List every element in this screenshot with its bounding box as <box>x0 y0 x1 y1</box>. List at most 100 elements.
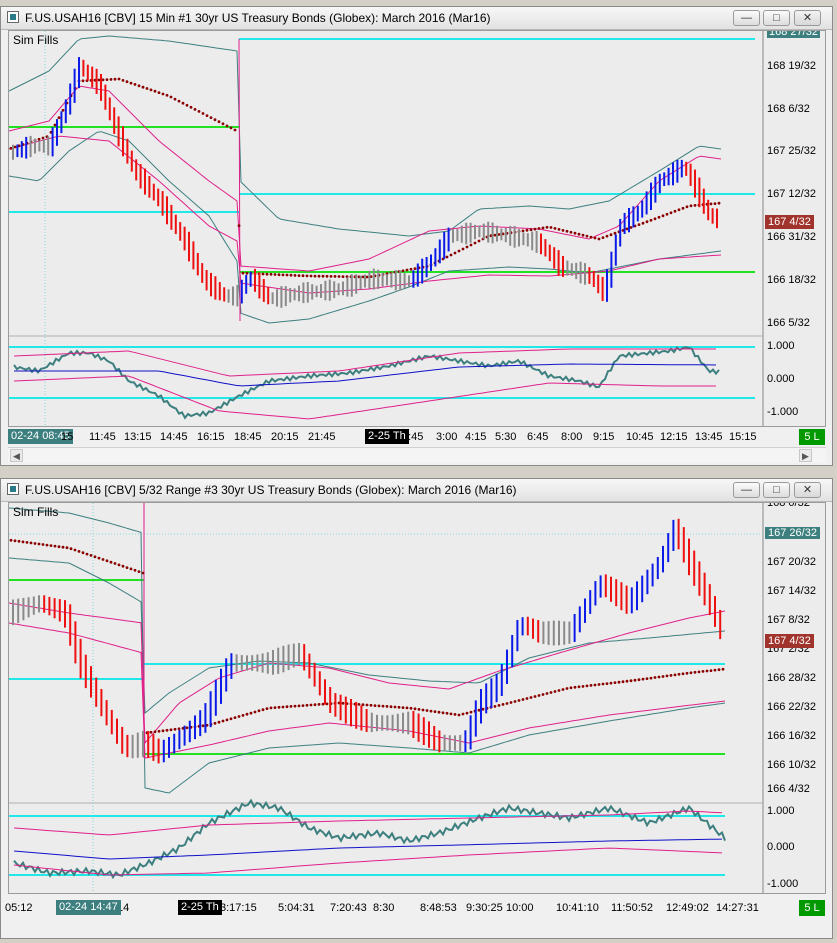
bottom-minimize-button[interactable]: — <box>733 482 760 498</box>
vwap-dot <box>461 712 465 716</box>
vwap-dot <box>73 548 77 552</box>
close-icon: ✕ <box>802 12 813 24</box>
bottom-chart-canvas <box>9 503 764 893</box>
time-axis-label: 8:48:53 <box>420 902 457 914</box>
vwap-dot <box>717 668 721 672</box>
vwap-dot <box>549 226 553 229</box>
vwap-dot <box>293 274 297 277</box>
highlight-price-tag: 167 26/32 <box>765 527 820 539</box>
right-arrow-icon[interactable]: ▶ <box>799 449 812 462</box>
vwap-dot <box>289 273 293 277</box>
vwap-dot <box>561 688 565 691</box>
price-label-clipped: 168 0/32 <box>767 502 810 509</box>
vwap-dot <box>625 679 629 683</box>
left-arrow-icon[interactable]: ◀ <box>10 449 23 462</box>
vwap-dot <box>369 703 373 707</box>
vwap-dot <box>233 716 237 719</box>
bottom-title-bar[interactable]: F.US.USAH16 [CBV] 5/32 Range #3 30yr US … <box>1 479 832 502</box>
top-maximize-button[interactable]: □ <box>763 10 790 26</box>
vwap-dot <box>645 677 649 680</box>
vwap-dot <box>137 84 141 88</box>
time-axis-label: 20:15 <box>271 431 299 443</box>
vwap-dot <box>101 78 105 82</box>
bars-count-button[interactable]: 5 L <box>799 429 825 445</box>
vwap-dot <box>41 543 45 546</box>
vwap-dot <box>685 671 689 675</box>
vwap-dot <box>529 696 533 699</box>
vwap-dot <box>469 243 473 247</box>
time-axis-label: 10:41:10 <box>556 902 599 914</box>
vwap-dot <box>393 705 397 709</box>
oscillator-lower-line <box>13 847 723 876</box>
bottom-chart-area[interactable]: Sim Fills 168 0/32 167 26/32 167 20/32 167 … <box>8 502 826 894</box>
vwap-dot <box>453 251 457 255</box>
vwap-dot <box>21 540 25 544</box>
vwap-dot <box>241 714 245 717</box>
top-chart-canvas <box>9 31 764 426</box>
vwap-dot <box>509 701 513 704</box>
vwap-dot <box>445 711 449 715</box>
vwap-dot <box>493 233 497 237</box>
price-axis-label: 167 25/32 <box>767 145 816 157</box>
vwap-dot <box>381 704 385 708</box>
vwap-dot <box>617 680 621 684</box>
vwap-dot <box>61 108 65 112</box>
vwap-dot <box>621 680 625 684</box>
price-axis-label: 168 19/32 <box>767 60 816 72</box>
top-horizontal-scrollbar[interactable]: ◀ ▶ <box>8 447 826 463</box>
vwap-dot <box>677 208 681 212</box>
vwap-dot <box>81 551 85 555</box>
vwap-dot <box>597 237 601 241</box>
date-separator-flag: 2-25 Th <box>365 429 409 444</box>
vwap-dot <box>85 552 89 556</box>
upper-envelope-line <box>9 85 722 272</box>
vwap-dot <box>61 545 65 549</box>
vwap-dot <box>629 226 633 229</box>
vwap-dot <box>553 690 557 693</box>
vwap-dot <box>289 705 293 708</box>
vwap-dot <box>9 538 13 542</box>
top-time-axis: 02-24 08:45 15 11:45 13:15 14:45 16:15 18:45 20… <box>8 428 826 446</box>
vwap-dot <box>169 728 173 732</box>
vwap-dot <box>665 212 669 216</box>
price-axis-label: 166 28/32 <box>767 672 816 684</box>
vwap-dot <box>173 97 177 101</box>
bottom-close-button[interactable]: ✕ <box>794 482 821 498</box>
vwap-dot <box>185 726 189 730</box>
vwap-dot <box>233 128 237 132</box>
vwap-dot <box>17 539 21 543</box>
vwap-dot <box>717 201 721 205</box>
vwap-dot <box>197 110 201 113</box>
vwap-dot <box>585 684 589 688</box>
vwap-dot <box>661 214 665 218</box>
top-title-bar[interactable]: F.US.USAH16 [CBV] 15 Min #1 30yr US Trea… <box>1 7 832 30</box>
vwap-dot <box>137 570 141 573</box>
vwap-dot <box>713 202 717 206</box>
vwap-dot <box>657 215 661 219</box>
vwap-dot <box>721 667 725 671</box>
vwap-dot <box>261 708 265 712</box>
vwap-dot <box>153 89 157 93</box>
upper-band-line <box>9 557 726 715</box>
time-axis-label: 3:17:15 <box>220 902 257 914</box>
top-minimize-button[interactable]: — <box>733 10 760 26</box>
vwap-dot <box>497 704 501 707</box>
vwap-dot <box>545 225 549 229</box>
vwap-dot <box>637 223 641 227</box>
vwap-dot <box>193 108 197 111</box>
vwap-dot <box>397 705 401 709</box>
vwap-dot <box>465 711 469 715</box>
top-window-title: F.US.USAH16 [CBV] 15 Min #1 30yr US Trea… <box>25 11 491 25</box>
vwap-dot <box>709 202 713 206</box>
bottom-chart-window: F.US.USAH16 [CBV] 5/32 Range #3 30yr US … <box>0 478 833 939</box>
bottom-maximize-button[interactable]: □ <box>763 482 790 498</box>
bars-count-button[interactable]: 5 L <box>799 900 825 916</box>
top-close-button[interactable]: ✕ <box>794 10 821 26</box>
vwap-dot <box>309 274 313 278</box>
vwap-dot <box>125 566 129 569</box>
top-chart-area[interactable]: Sim Fills 168 27/32 168 19/32 168 6/32 167 … <box>8 30 826 427</box>
vwap-dot <box>697 670 701 674</box>
vwap-dot <box>429 709 433 713</box>
price-axis-label: 166 22/32 <box>767 701 816 713</box>
chart-window-icon <box>7 483 19 495</box>
